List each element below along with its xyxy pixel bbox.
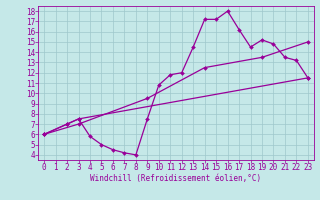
X-axis label: Windchill (Refroidissement éolien,°C): Windchill (Refroidissement éolien,°C) <box>91 174 261 183</box>
